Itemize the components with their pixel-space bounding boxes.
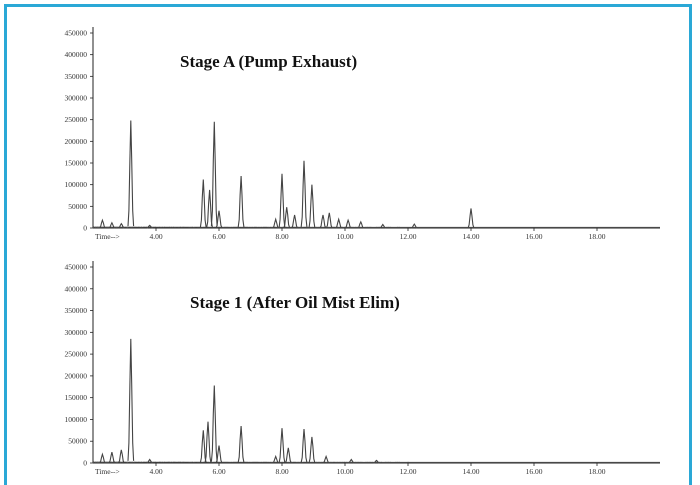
peak xyxy=(215,445,223,463)
peak xyxy=(308,436,316,463)
x-tick-label: 10.00 xyxy=(337,232,354,241)
peak xyxy=(379,223,386,229)
peak xyxy=(237,175,245,228)
peak xyxy=(272,454,279,464)
chart-panel-1: 0 50000 100000 150000 200000 250000 300000 3500… xyxy=(65,27,660,241)
x-tick-label: 6.00 xyxy=(212,467,225,476)
peak xyxy=(373,459,380,464)
x-tick-label: 6.00 xyxy=(212,232,225,241)
chart-title: Stage 1 (After Oil Mist Elim) xyxy=(190,293,400,312)
peak xyxy=(319,214,327,229)
y-tick-label: 200000 xyxy=(65,137,88,146)
peak xyxy=(127,120,135,227)
chart-panel-2: 0 50000 100000 150000 200000 250000 300000 3500… xyxy=(65,261,660,476)
peak xyxy=(108,451,116,464)
y-tick-label: 400000 xyxy=(65,50,88,59)
peak xyxy=(278,428,286,463)
peak xyxy=(210,385,218,462)
peak xyxy=(108,221,116,229)
y-tick-label: 300000 xyxy=(65,94,88,103)
x-tick-label: 14.00 xyxy=(463,467,480,476)
y-tick-label: 50000 xyxy=(68,437,87,446)
x-tick-label: 10.00 xyxy=(337,467,354,476)
y-tick-label: 150000 xyxy=(65,393,88,402)
peak xyxy=(335,217,342,229)
y-tick-label: 250000 xyxy=(65,350,88,359)
peak xyxy=(300,428,308,463)
peak xyxy=(322,454,330,464)
y-tick-label: 150000 xyxy=(65,159,88,168)
x-tick-label: 18.00 xyxy=(589,232,606,241)
peak xyxy=(204,421,212,463)
y-tick-label: 100000 xyxy=(65,180,88,189)
x-tick-label: 16.00 xyxy=(526,467,543,476)
x-axis-prefix: Time--> xyxy=(95,232,120,241)
peak xyxy=(291,214,298,229)
y-tick-label: 0 xyxy=(83,224,87,233)
peak xyxy=(210,121,218,227)
chart-title: Stage A (Pump Exhaust) xyxy=(180,52,357,71)
baseline-trace xyxy=(92,226,660,228)
peak xyxy=(215,210,223,228)
y-tick-label: 250000 xyxy=(65,115,88,124)
y-tick-label: 50000 xyxy=(68,202,87,211)
y-tick-label: 300000 xyxy=(65,328,88,337)
y-tick-label: 450000 xyxy=(65,29,88,38)
y-tick-label: 200000 xyxy=(65,371,88,380)
peak xyxy=(199,179,207,228)
y-tick-label: 0 xyxy=(83,459,87,468)
peak xyxy=(325,212,333,228)
x-tick-label: 12.00 xyxy=(400,232,417,241)
peak xyxy=(146,224,153,229)
y-tick-label: 350000 xyxy=(65,306,88,315)
peak xyxy=(348,458,355,464)
x-tick-label: 14.00 xyxy=(463,232,480,241)
x-tick-label: 8.00 xyxy=(275,232,288,241)
peak xyxy=(199,430,207,463)
peak xyxy=(99,218,106,229)
x-axis-prefix: Time--> xyxy=(95,467,120,476)
peak xyxy=(272,217,279,229)
peak xyxy=(344,218,352,229)
peak xyxy=(99,452,106,464)
peak xyxy=(308,184,316,228)
peak xyxy=(278,173,286,228)
y-tick-label: 450000 xyxy=(65,263,88,272)
peak xyxy=(237,425,245,463)
peak xyxy=(284,447,292,463)
y-tick-label: 350000 xyxy=(65,72,88,81)
peak xyxy=(300,160,308,227)
peak xyxy=(467,208,475,228)
y-tick-label: 400000 xyxy=(65,284,88,293)
x-tick-label: 8.00 xyxy=(275,467,288,476)
peak xyxy=(146,458,153,464)
peak xyxy=(118,449,125,464)
x-tick-label: 4.00 xyxy=(149,232,162,241)
x-tick-label: 4.00 xyxy=(149,467,162,476)
peak xyxy=(357,220,364,229)
x-tick-label: 16.00 xyxy=(526,232,543,241)
x-tick-label: 18.00 xyxy=(589,467,606,476)
baseline-trace xyxy=(92,461,660,463)
figure-frame xyxy=(4,4,692,485)
y-tick-label: 100000 xyxy=(65,415,88,424)
peak xyxy=(118,222,125,229)
peak xyxy=(283,207,291,228)
x-tick-label: 12.00 xyxy=(400,467,417,476)
peak xyxy=(127,338,135,461)
peak xyxy=(411,223,418,229)
